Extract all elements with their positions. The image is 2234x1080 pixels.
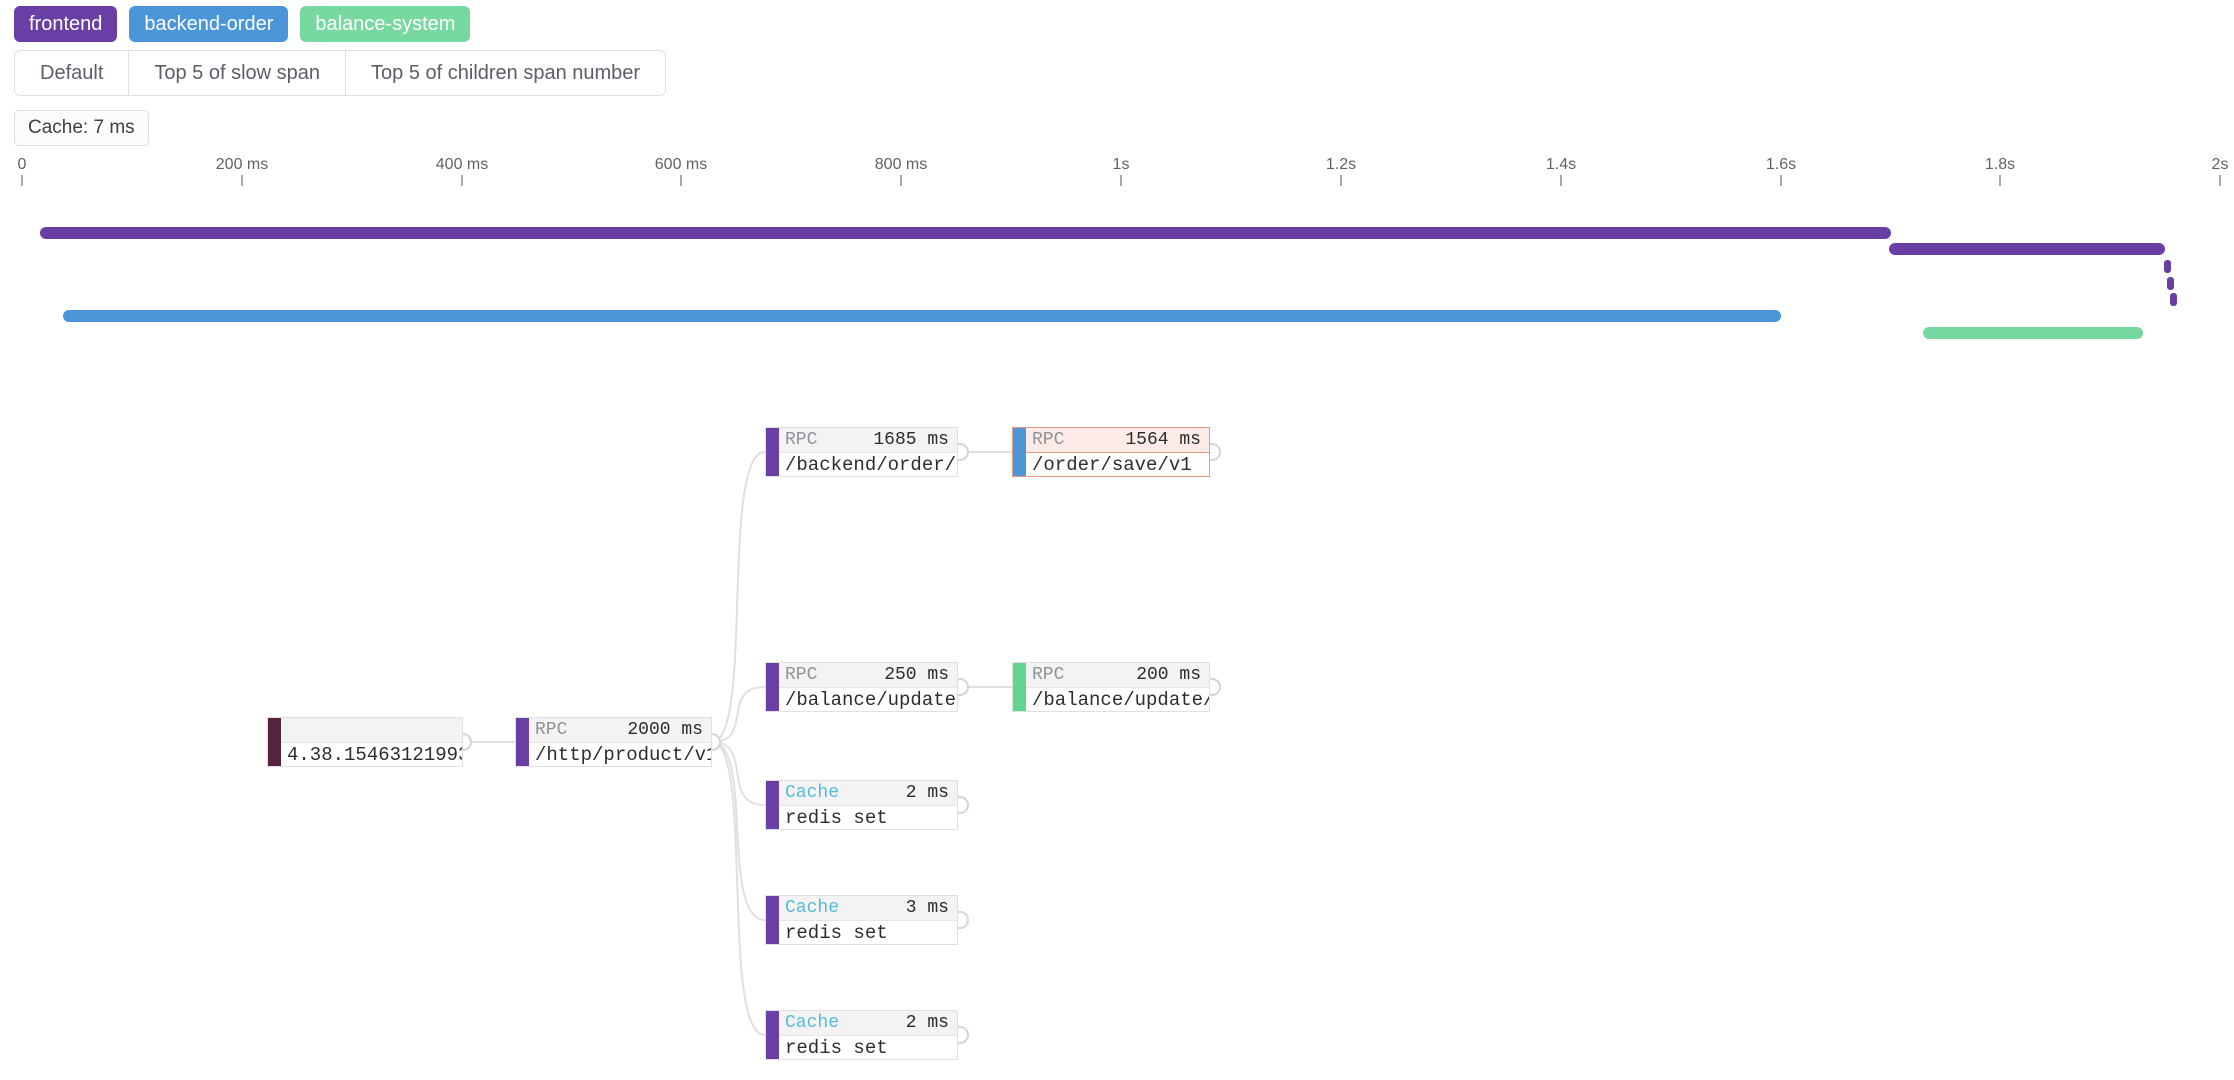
node-service-color-bar <box>766 1011 779 1059</box>
node-service-color-bar <box>766 781 779 829</box>
node-service-color-bar <box>1013 663 1026 711</box>
trace-node-balance-update[interactable]: RPC 250 ms/balance/update <box>765 662 958 712</box>
node-span-duration: 3 ms <box>905 898 949 918</box>
ruler-tick-label: 200 ms <box>215 156 269 173</box>
trace-node-trace-root[interactable]: 4.38.15463121993017 <box>267 717 463 767</box>
node-span-duration: 2 ms <box>905 1013 949 1033</box>
span-bar-cache-3 <box>2170 293 2177 306</box>
ruler-tick-mark <box>461 175 463 186</box>
node-header: Cache 2 ms <box>779 781 957 806</box>
node-span-type: Cache <box>785 783 840 803</box>
span-bar-balance-update-v4 <box>1923 327 2143 339</box>
node-span-type: RPC <box>1032 430 1065 450</box>
node-span-type: RPC <box>535 720 568 740</box>
time-ruler: 0 200 ms 400 ms 600 ms 800 ms 1s 1.2s 1.4s 1.6s 1… <box>0 0 2234 190</box>
ruler-tick-label: 2s <box>2211 156 2229 173</box>
view-mode-tabs: Default Top 5 of slow span Top 5 of chil… <box>14 50 667 96</box>
node-span-name: /balance/update <box>779 688 957 711</box>
node-service-color-bar <box>766 896 779 944</box>
ruler-tick-mark <box>1340 175 1342 186</box>
node-span-type: RPC <box>785 430 818 450</box>
ruler-tick-mark <box>900 175 902 186</box>
span-bar-balance-update <box>1889 243 2165 255</box>
trace-node-http-product-v1[interactable]: RPC 2000 ms/http/product/v1 <box>515 717 712 767</box>
tree-link <box>711 741 766 1036</box>
node-header: RPC 1564 ms <box>1026 428 1209 453</box>
node-span-type: Cache <box>785 898 840 918</box>
trace-node-balance-update-v4[interactable]: RPC 200 ms/balance/update/v4 <box>1012 662 1210 712</box>
node-span-duration: 2000 ms <box>627 720 703 740</box>
ruler-tick-label: 0 <box>17 156 27 173</box>
trace-node-cache-redis-set-3[interactable]: Cache 2 ms redis set <box>765 1010 958 1060</box>
span-bar-backend-order-save <box>40 227 1891 239</box>
node-span-name: /http/product/v1 <box>529 743 711 766</box>
node-span-name: /backend/order/save <box>779 453 957 476</box>
cache-duration-badge: Cache: 7 ms <box>14 110 149 146</box>
ruler-tick-mark <box>1780 175 1782 186</box>
node-span-name: redis set <box>779 921 957 944</box>
service-tags: frontend backend-order balance-system <box>14 6 471 42</box>
trace-node-order-save-v1[interactable]: RPC 1564 ms/order/save/v1 <box>1012 427 1210 477</box>
node-span-type: RPC <box>785 665 818 685</box>
tree-link <box>711 741 766 921</box>
node-span-duration: 1564 ms <box>1125 430 1201 450</box>
tree-link <box>711 451 766 743</box>
node-span-name: /order/save/v1 <box>1026 453 1209 476</box>
node-span-name: redis set <box>779 806 957 829</box>
ruler-tick-label: 800 ms <box>874 156 928 173</box>
tree-link <box>711 741 766 806</box>
node-header: RPC 250 ms <box>779 663 957 688</box>
node-span-type: RPC <box>1032 665 1065 685</box>
span-bar-cache-1 <box>2164 260 2171 273</box>
ruler-tick-mark <box>1999 175 2001 186</box>
node-span-name: redis set <box>779 1036 957 1059</box>
ruler-tick-mark <box>21 175 23 186</box>
tab-top5-children-span-number[interactable]: Top 5 of children span number <box>346 51 665 95</box>
tree-link <box>711 686 766 743</box>
ruler-tick-mark <box>241 175 243 186</box>
ruler-tick-label: 400 ms <box>435 156 489 173</box>
node-service-color-bar <box>268 718 281 766</box>
node-service-color-bar <box>1013 428 1026 476</box>
service-tag-frontend: frontend <box>14 6 118 42</box>
node-span-type: Cache <box>785 1013 840 1033</box>
ruler-tick-label: 1.2s <box>1325 156 1357 173</box>
ruler-tick-mark <box>2219 175 2221 186</box>
node-service-color-bar <box>766 428 779 476</box>
ruler-tick-mark <box>1560 175 1562 186</box>
node-header: RPC 200 ms <box>1026 663 1209 688</box>
node-header: Cache 2 ms <box>779 1011 957 1036</box>
service-tag-balance-system: balance-system <box>300 6 471 42</box>
ruler-tick-label: 1s <box>1112 156 1130 173</box>
node-header <box>281 718 462 743</box>
trace-node-cache-redis-set-2[interactable]: Cache 3 ms redis set <box>765 895 958 945</box>
tab-default[interactable]: Default <box>15 51 130 95</box>
node-span-duration: 250 ms <box>884 665 949 685</box>
ruler-tick-label: 1.6s <box>1765 156 1797 173</box>
trace-node-backend-order-save[interactable]: RPC 1685 ms/backend/order/save <box>765 427 958 477</box>
node-span-name: 4.38.15463121993017 <box>281 743 462 766</box>
node-span-duration: 1685 ms <box>873 430 949 450</box>
span-bar-cache-2 <box>2167 277 2174 290</box>
tab-top5-slow-span[interactable]: Top 5 of slow span <box>129 51 347 95</box>
node-header: Cache 3 ms <box>779 896 957 921</box>
service-tag-backend-order: backend-order <box>129 6 289 42</box>
ruler-tick-label: 1.4s <box>1545 156 1577 173</box>
node-service-color-bar <box>516 718 529 766</box>
trace-node-cache-redis-set-1[interactable]: Cache 2 ms redis set <box>765 780 958 830</box>
node-header: RPC 2000 ms <box>529 718 711 743</box>
node-header: RPC 1685 ms <box>779 428 957 453</box>
node-span-duration: 200 ms <box>1136 665 1201 685</box>
node-service-color-bar <box>766 663 779 711</box>
node-span-duration: 2 ms <box>905 783 949 803</box>
node-span-name: /balance/update/v4 <box>1026 688 1209 711</box>
ruler-tick-mark <box>1120 175 1122 186</box>
ruler-tick-mark <box>680 175 682 186</box>
ruler-tick-label: 600 ms <box>654 156 708 173</box>
ruler-tick-label: 1.8s <box>1984 156 2016 173</box>
span-bar-order-save-v1 <box>63 310 1781 322</box>
